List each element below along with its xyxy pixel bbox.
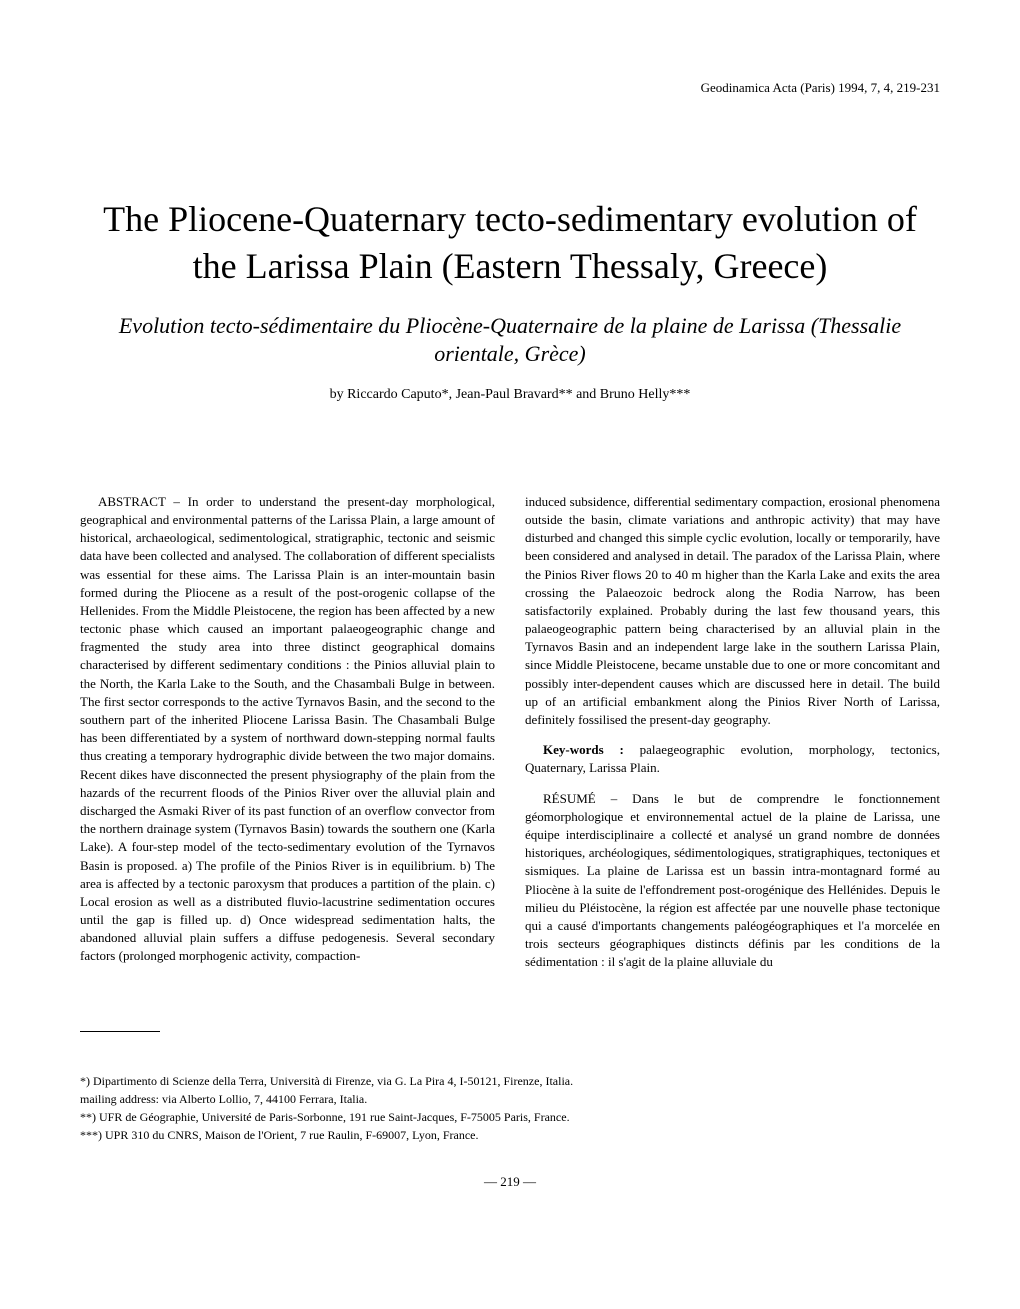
abstract-columns: ABSTRACT – In order to understand the pr… <box>80 493 940 972</box>
keywords-label: Key-words : <box>543 742 640 757</box>
resume-paragraph: RÉSUMÉ – Dans le but de comprendre le fo… <box>525 790 940 972</box>
article-subtitle: Evolution tecto-sédimentaire du Pliocène… <box>80 312 940 369</box>
right-column: induced subsidence, differential sedimen… <box>525 493 940 972</box>
abstract-body: In order to understand the present-day m… <box>80 494 495 964</box>
keywords-paragraph: Key-words : palaegeographic evolution, m… <box>525 741 940 777</box>
abstract-label: ABSTRACT – <box>98 494 188 509</box>
article-title: The Pliocene-Quaternary tecto-sedimentar… <box>80 196 940 290</box>
abstract-continuation: induced subsidence, differential sedimen… <box>525 493 940 729</box>
resume-label: RÉSUMÉ – <box>543 791 632 806</box>
journal-header: Geodinamica Acta (Paris) 1994, 7, 4, 219… <box>80 80 940 96</box>
authors-line: by Riccardo Caputo*, Jean-Paul Bravard**… <box>80 387 940 403</box>
footnote-3: ***) UPR 310 du CNRS, Maison de l'Orient… <box>80 1126 940 1144</box>
page-number: — 219 — <box>80 1174 940 1190</box>
left-column: ABSTRACT – In order to understand the pr… <box>80 493 495 972</box>
footnotes: *) Dipartimento di Scienze della Terra, … <box>80 1072 940 1144</box>
footnote-divider <box>80 1031 160 1032</box>
footnote-1: *) Dipartimento di Scienze della Terra, … <box>80 1072 940 1090</box>
abstract-paragraph: ABSTRACT – In order to understand the pr… <box>80 493 495 966</box>
resume-text: Dans le but de comprendre le fonctionnem… <box>525 791 940 970</box>
footnote-2: **) UFR de Géographie, Université de Par… <box>80 1108 940 1126</box>
footnote-1-mail: mailing address: via Alberto Lollio, 7, … <box>80 1090 940 1108</box>
